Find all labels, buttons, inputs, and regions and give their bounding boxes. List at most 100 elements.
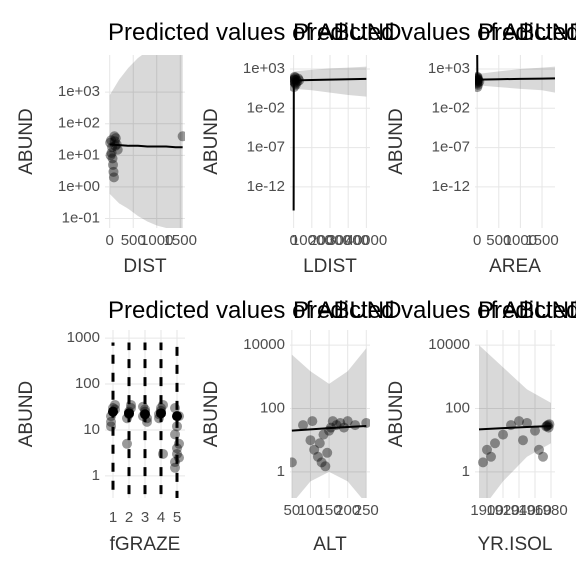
data-point xyxy=(534,444,544,455)
confidence-band xyxy=(293,61,367,227)
predicted-point xyxy=(124,408,134,419)
data-point xyxy=(172,448,182,459)
plot-area xyxy=(475,55,555,93)
x-tick-label: 1000 xyxy=(140,232,173,249)
x-tick-label: 250 xyxy=(354,502,379,519)
y-tick-label: 10 xyxy=(83,421,100,438)
y-tick-label: 100 xyxy=(260,399,285,416)
x-tick-label: 1 xyxy=(109,509,117,526)
chart-title: Predicted values of ABUND xyxy=(108,19,401,46)
y-tick-label: 1 xyxy=(277,463,285,480)
x-tick-label: 500 xyxy=(486,232,511,249)
data-point xyxy=(298,420,309,431)
y-tick-label: 1e-02 xyxy=(247,99,285,116)
x-tick-label: 0 xyxy=(289,232,297,249)
confidence-band xyxy=(477,55,555,93)
x-tick-label: 30000 xyxy=(327,232,369,249)
data-point xyxy=(482,444,492,455)
y-axis-label: ABUND xyxy=(201,381,222,448)
x-axis-label: fGRAZE xyxy=(110,534,181,555)
data-point xyxy=(290,74,300,85)
panel: 1e-12 1e-07 1e-02 1e+03 01000020000300004000… xyxy=(201,55,387,277)
data-point xyxy=(309,444,320,455)
data-point xyxy=(290,71,300,82)
x-tick-label: 1900 xyxy=(470,502,503,519)
x-tick-label: 0 xyxy=(106,232,114,249)
data-point xyxy=(314,438,325,449)
y-tick-label: 1e-01 xyxy=(62,209,100,226)
y-tick-label: 1 xyxy=(462,463,470,480)
prediction-line xyxy=(478,425,552,431)
chart-title: Predicted values of ABUND xyxy=(108,297,401,324)
prediction-line xyxy=(292,77,367,211)
predicted-point xyxy=(140,409,150,420)
data-point xyxy=(316,457,327,468)
y-tick-label: 1e+03 xyxy=(243,60,285,77)
data-point xyxy=(108,159,118,170)
data-point xyxy=(172,443,182,454)
data-point xyxy=(112,144,123,155)
x-tick-label: 5 xyxy=(173,509,181,526)
x-tick-label: 200 xyxy=(335,502,360,519)
y-axis-label: ABUND xyxy=(16,381,37,448)
data-point xyxy=(335,417,346,428)
y-tick-label: 1e-07 xyxy=(432,139,470,156)
data-point xyxy=(478,457,488,468)
confidence-band xyxy=(291,348,367,498)
data-point xyxy=(177,131,185,142)
data-point xyxy=(530,425,540,436)
x-tick-label: 10000 xyxy=(291,232,333,249)
y-axis-label: ABUND xyxy=(386,108,407,175)
data-point xyxy=(514,416,524,427)
data-point xyxy=(106,135,117,146)
chart-title: Predicted values of ABUND xyxy=(478,297,576,324)
x-tick-label: 1500 xyxy=(525,232,558,249)
x-tick-label: 50 xyxy=(284,502,301,519)
x-tick-label: 1960 xyxy=(518,502,551,519)
y-tick-label: 10000 xyxy=(428,336,470,353)
x-tick-label: 0 xyxy=(473,232,481,249)
plot-area xyxy=(290,61,367,227)
data-point xyxy=(305,435,316,446)
plot-area xyxy=(106,342,184,498)
data-point xyxy=(318,429,329,440)
data-point xyxy=(312,451,323,462)
data-point xyxy=(108,166,119,177)
y-axis-label: ABUND xyxy=(16,108,37,175)
prediction-line xyxy=(109,143,183,149)
chart-title: Predicted values of ABUND xyxy=(293,19,576,46)
x-tick-label: 500 xyxy=(121,232,146,249)
y-tick-label: 1 xyxy=(92,467,100,484)
x-tick-label: 40000 xyxy=(346,232,388,249)
data-point xyxy=(307,416,318,427)
data-point xyxy=(475,82,483,93)
data-point xyxy=(538,451,548,462)
x-tick-label: 150 xyxy=(317,502,342,519)
x-tick-label: 1940 xyxy=(502,502,535,519)
x-tick-label: 3 xyxy=(141,509,149,526)
y-tick-label: 1e+03 xyxy=(428,60,470,77)
y-axis-label: ABUND xyxy=(386,381,407,448)
y-tick-label: 1e-07 xyxy=(247,139,285,156)
y-tick-label: 1e+00 xyxy=(58,178,100,195)
data-point xyxy=(342,416,353,427)
y-tick-label: 100 xyxy=(445,399,470,416)
data-point xyxy=(518,435,528,446)
y-tick-label: 1e+02 xyxy=(58,115,100,132)
x-axis-label: DIST xyxy=(123,256,167,277)
x-tick-label: 1920 xyxy=(486,502,519,519)
x-tick-label: 100 xyxy=(298,502,323,519)
chart-title: Predicted values of ABUND xyxy=(478,19,576,46)
data-point xyxy=(543,422,554,433)
y-tick-label: 1e-02 xyxy=(432,99,470,116)
y-tick-label: 1e+01 xyxy=(58,146,100,163)
x-tick-label: 1980 xyxy=(534,502,567,519)
data-point xyxy=(110,133,121,144)
x-axis-label: LDIST xyxy=(303,256,357,277)
